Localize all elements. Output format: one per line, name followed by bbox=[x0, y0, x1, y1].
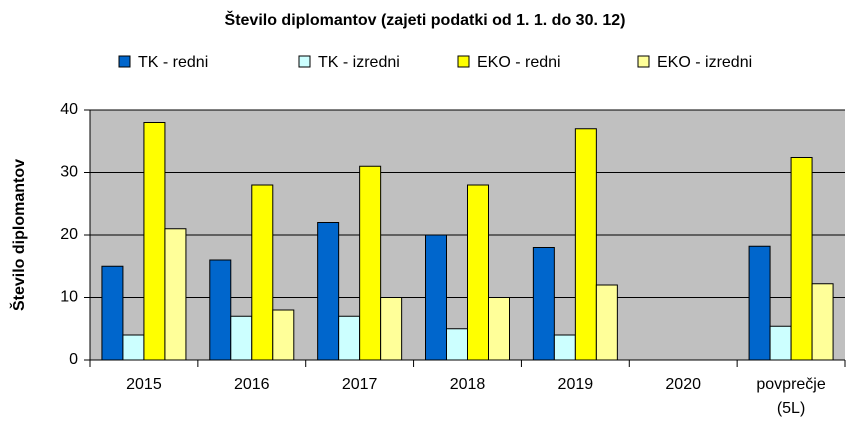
bar bbox=[574, 128, 597, 361]
legend-label: TK - redni bbox=[138, 54, 208, 71]
x-tick-label: povprečje (5L) bbox=[756, 376, 826, 417]
x-tick-label: 2020 bbox=[665, 376, 701, 393]
bar bbox=[251, 184, 274, 361]
chart-title: Število diplomantov (zajeti podatki od 1… bbox=[225, 10, 626, 29]
x-tick-label: 2019 bbox=[557, 376, 594, 393]
x-tick-label: 2018 bbox=[449, 376, 486, 393]
legend-swatch bbox=[637, 55, 650, 68]
y-tick-label: 0 bbox=[69, 351, 78, 368]
legend-label: EKO - izredni bbox=[657, 54, 752, 71]
bar bbox=[553, 334, 576, 361]
bar bbox=[488, 297, 510, 361]
legend-swatch bbox=[118, 55, 131, 68]
x-tick-label: 2016 bbox=[233, 376, 270, 393]
bar bbox=[532, 247, 555, 361]
bar bbox=[811, 283, 834, 361]
y-axis-title: Število diplomantov bbox=[9, 159, 28, 311]
bar bbox=[790, 157, 813, 361]
legend-swatch bbox=[457, 55, 470, 68]
legend-swatch bbox=[298, 55, 311, 68]
y-tick-label: 30 bbox=[60, 164, 78, 181]
bar bbox=[272, 309, 295, 361]
bar bbox=[122, 334, 145, 361]
bar bbox=[595, 284, 618, 361]
bar bbox=[467, 184, 489, 361]
bar bbox=[769, 325, 792, 361]
x-tick-label: 2015 bbox=[126, 376, 162, 393]
bar bbox=[143, 122, 166, 361]
bar bbox=[425, 234, 447, 361]
bar bbox=[230, 315, 253, 361]
bar bbox=[338, 315, 361, 361]
bar bbox=[164, 228, 187, 361]
legend-label: TK - izredni bbox=[318, 54, 400, 71]
legend-label: EKO - redni bbox=[477, 54, 561, 71]
bar bbox=[748, 245, 771, 361]
y-tick-label: 20 bbox=[60, 226, 78, 243]
x-tick-label: 2017 bbox=[341, 376, 378, 393]
bar bbox=[101, 265, 124, 361]
bar bbox=[317, 222, 340, 361]
bar bbox=[209, 259, 232, 361]
bar bbox=[359, 165, 382, 361]
y-tick-label: 40 bbox=[60, 101, 78, 118]
bar bbox=[380, 297, 403, 361]
y-tick-label: 10 bbox=[60, 289, 78, 306]
bar bbox=[446, 328, 468, 361]
